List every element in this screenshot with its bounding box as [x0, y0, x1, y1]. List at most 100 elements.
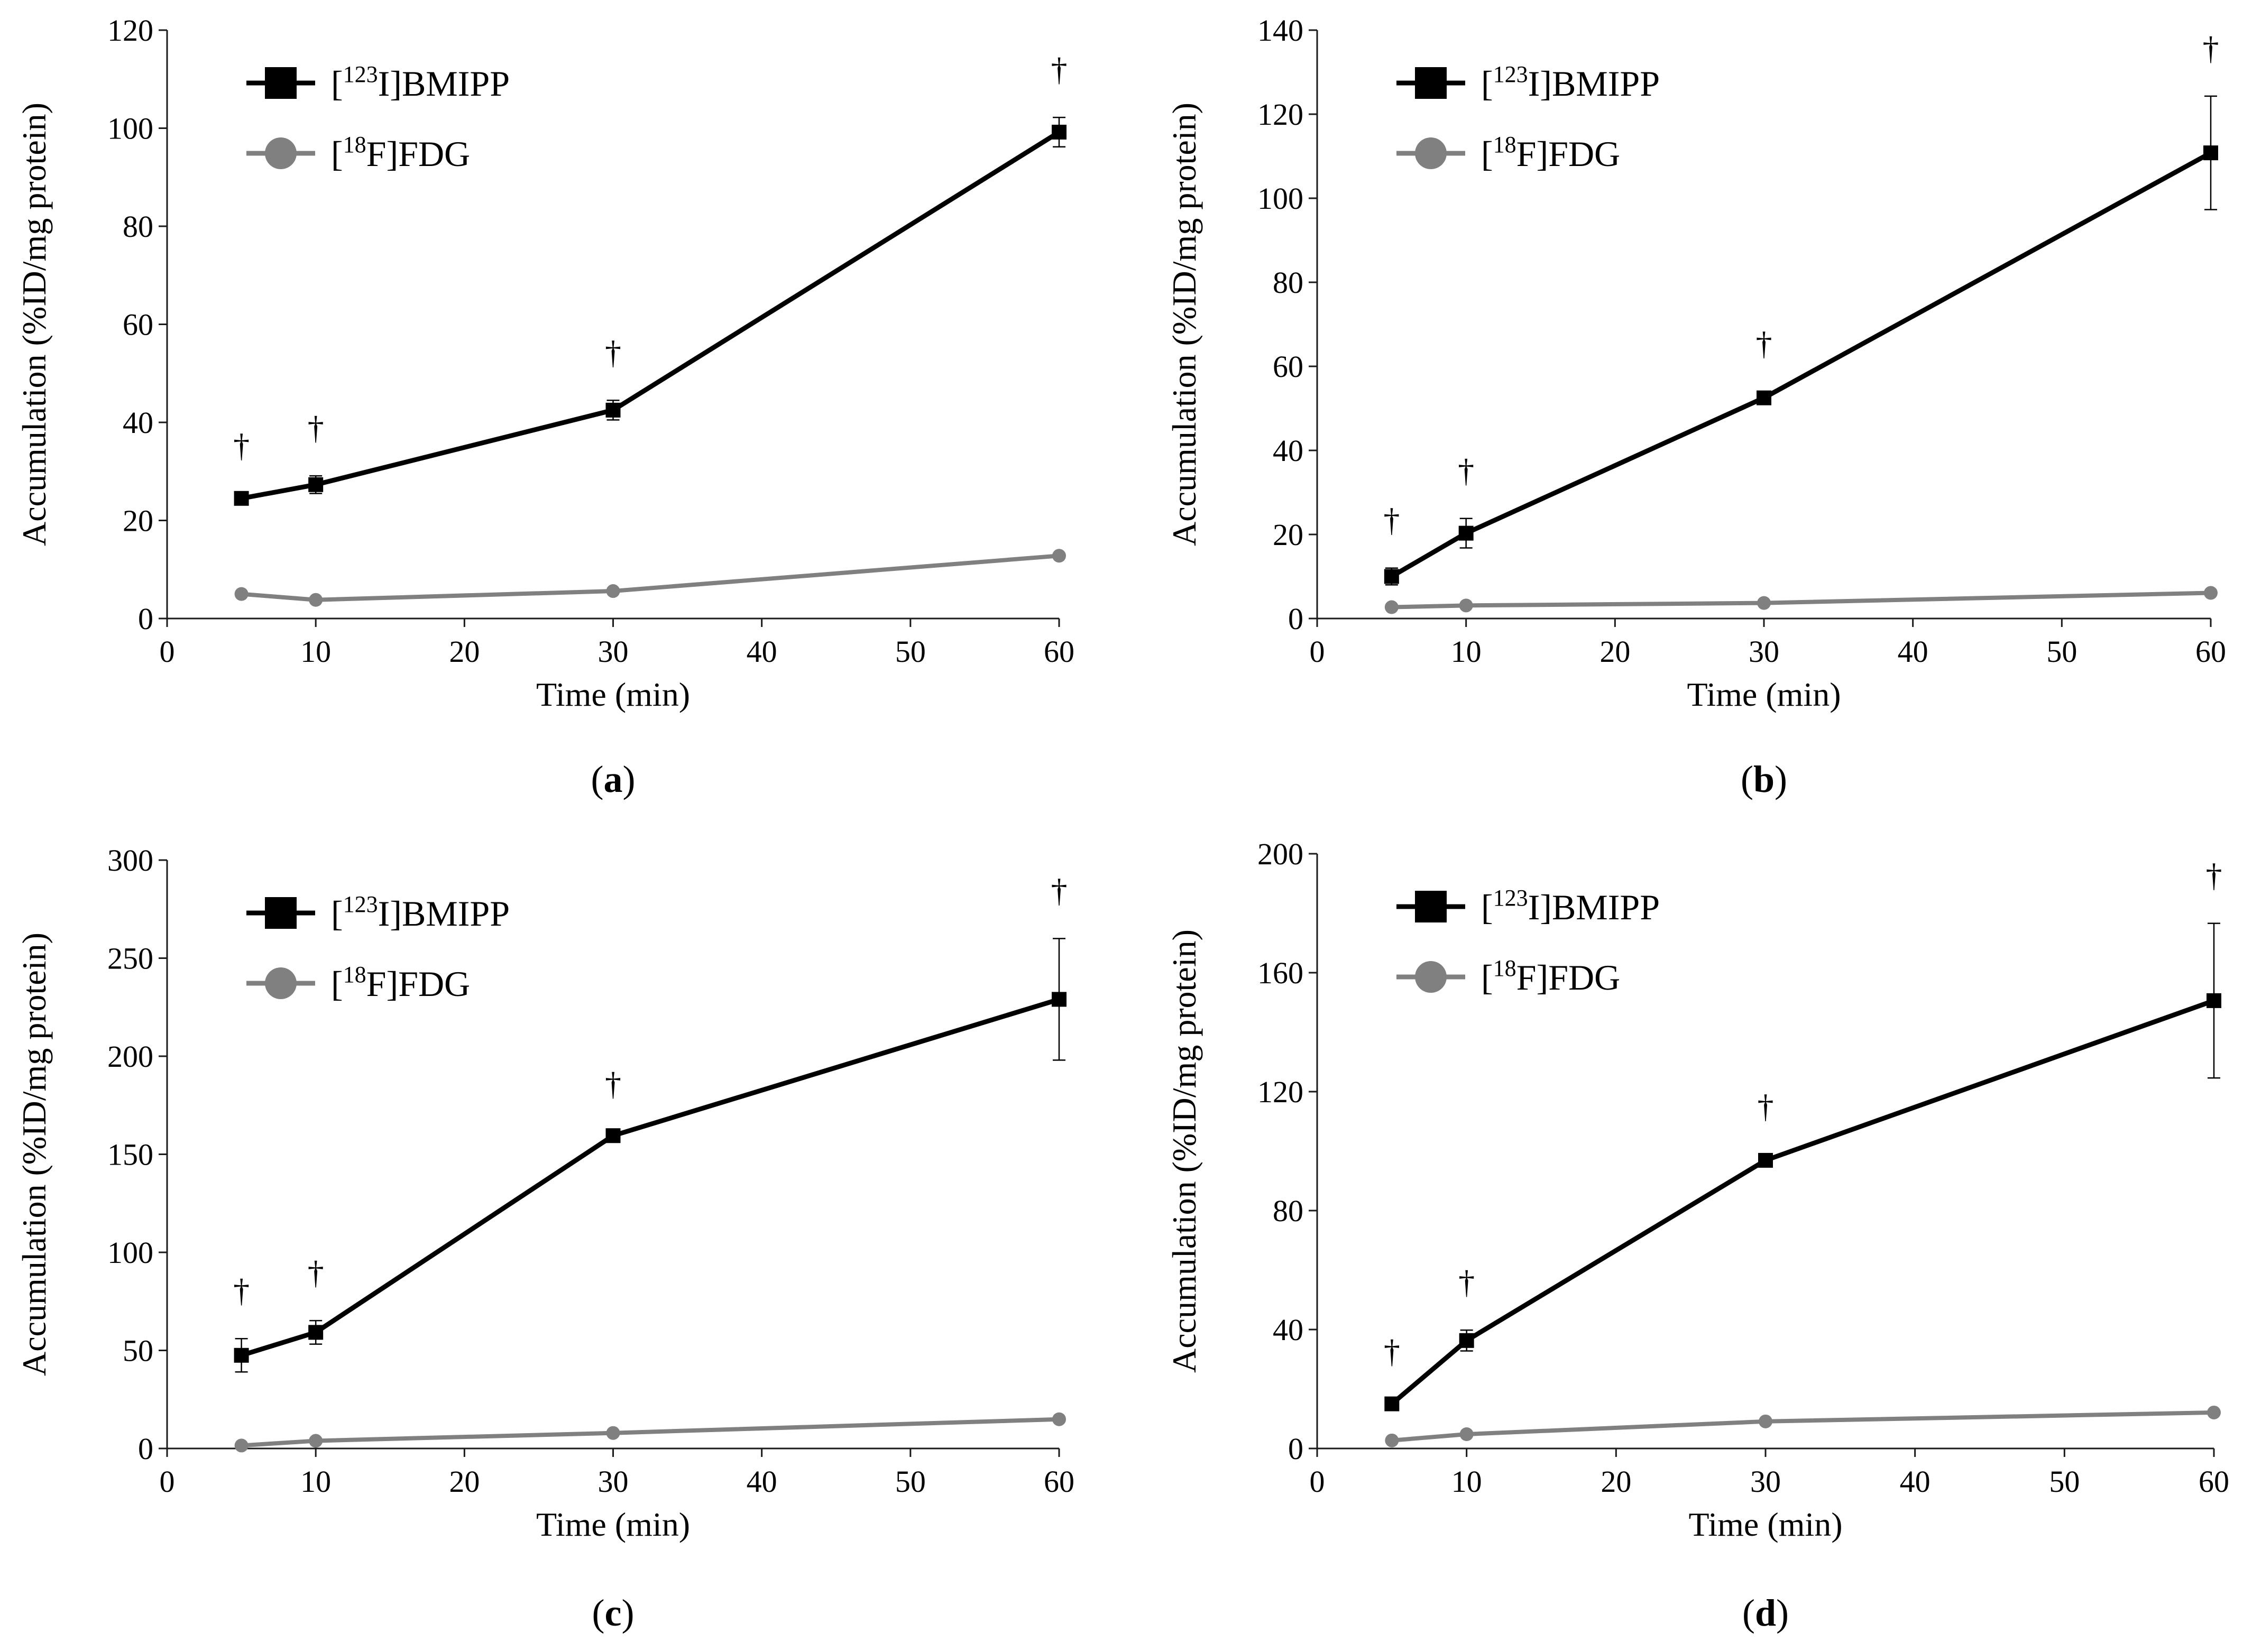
- series-line: [1390, 998, 2215, 1406]
- significance-dagger: †: [233, 1273, 250, 1309]
- y-tick-label: 60: [123, 308, 153, 342]
- legend-label: [123I]BMIPP: [1481, 61, 1660, 104]
- series-bmipp: [234, 938, 1067, 1373]
- series-line: [241, 553, 1060, 602]
- x-tick-label: 40: [747, 1464, 777, 1499]
- legend-label: [18F]FDG: [1481, 132, 1620, 174]
- y-tick-label: 80: [123, 209, 153, 244]
- y-tick-label: 60: [1273, 349, 1303, 384]
- series-bmipp: [234, 116, 1067, 506]
- legend-swatch-marker: [1415, 67, 1447, 99]
- significance-dagger: †: [308, 410, 324, 446]
- x-tick-label: 10: [300, 634, 331, 669]
- y-tick-label: 100: [107, 1235, 153, 1270]
- x-tick-label: 60: [2199, 1464, 2229, 1499]
- data-point: [234, 1348, 249, 1363]
- legend-item-fdg: [18F]FDG: [1396, 132, 1620, 174]
- legend-swatch-marker: [265, 67, 297, 99]
- legend-swatch-marker: [265, 137, 297, 169]
- significance-dagger: †: [1051, 873, 1068, 909]
- y-tick-label: 0: [1288, 602, 1303, 636]
- legend-item-fdg: [18F]FDG: [246, 132, 470, 174]
- panel-a: 0 20 40 60 80 100 120 0 10 20 30 40 50 60 Time (min) Ac…: [15, 13, 1074, 800]
- x-tick-label: 60: [1044, 634, 1074, 669]
- significance-dagger: †: [2203, 31, 2219, 67]
- panel-c: 0 50 100 150 200 250 300 0 10 20 30 40 50 60 Time (min…: [15, 843, 1074, 1634]
- significance-dagger: †: [2206, 858, 2222, 894]
- data-point: [234, 587, 249, 601]
- y-tick-label: 80: [1273, 1194, 1303, 1228]
- legend-item-bmipp: [123I]BMIPP: [1396, 61, 1660, 104]
- x-tick-label: 20: [1601, 1464, 1631, 1499]
- data-point: [605, 402, 621, 418]
- data-point: [1757, 390, 1771, 405]
- x-tick-label: 0: [1310, 1464, 1325, 1499]
- y-tick-label: 80: [1273, 265, 1303, 300]
- legend-label: [18F]FDG: [331, 132, 470, 174]
- data-point: [1052, 124, 1067, 140]
- data-point: [1384, 600, 1399, 614]
- y-tick-label: 300: [107, 843, 153, 878]
- y-tick-label: 120: [107, 13, 153, 48]
- x-tick-label: 50: [2049, 1464, 2080, 1499]
- x-tick-label: 0: [1310, 634, 1325, 669]
- y-tick-label: 40: [1273, 1313, 1303, 1347]
- y-tick-label: 120: [1257, 97, 1303, 132]
- y-axis-title: Accumulation (%ID/mg protein): [1165, 929, 1203, 1373]
- legend-item-bmipp: [123I]BMIPP: [246, 891, 510, 934]
- x-tick-label: 60: [2195, 634, 2226, 669]
- significance-dagger: †: [1458, 1265, 1475, 1300]
- data-point: [2204, 586, 2218, 600]
- x-tick-label: 20: [1599, 634, 1630, 669]
- series-line: [241, 997, 1060, 1358]
- y-tick-label: 0: [138, 602, 153, 636]
- panel-label: (b): [1741, 758, 1787, 800]
- x-axis-title: Time (min): [536, 1506, 690, 1543]
- data-point: [1758, 1152, 1773, 1168]
- legend-item-bmipp: [123I]BMIPP: [1396, 885, 1660, 927]
- legend-swatch-marker: [265, 897, 297, 929]
- significance-dagger: †: [1756, 326, 1772, 362]
- y-axis-title: Accumulation (%ID/mg protein): [15, 103, 53, 546]
- data-point: [234, 1438, 249, 1453]
- series-line: [1390, 151, 2212, 579]
- y-tick-label: 50: [123, 1334, 153, 1368]
- data-point: [1757, 596, 1771, 610]
- x-tick-label: 50: [2046, 634, 2077, 669]
- series-fdg: [234, 1412, 1066, 1453]
- legend-item-bmipp: [123I]BMIPP: [246, 61, 510, 104]
- y-tick-label: 200: [107, 1039, 153, 1074]
- x-tick-label: 50: [895, 634, 926, 669]
- x-tick-label: 50: [895, 1464, 926, 1499]
- y-axis-title: Accumulation (%ID/mg protein): [15, 933, 53, 1376]
- data-point: [1385, 1433, 1399, 1447]
- data-point: [1052, 992, 1067, 1007]
- data-point: [1459, 1427, 1474, 1441]
- legend-label: [123I]BMIPP: [1481, 885, 1660, 927]
- data-point: [1052, 1412, 1066, 1426]
- y-tick-label: 140: [1257, 13, 1303, 48]
- significance-dagger: †: [1051, 52, 1068, 88]
- legend-item-fdg: [18F]FDG: [1396, 955, 1620, 998]
- significance-dagger: †: [308, 1255, 324, 1291]
- y-tick-label: 40: [1273, 433, 1303, 468]
- data-point: [1052, 549, 1066, 563]
- data-point: [309, 593, 323, 607]
- legend-swatch-marker: [1415, 137, 1447, 169]
- data-point: [606, 584, 620, 598]
- series-fdg: [1384, 586, 2218, 614]
- significance-dagger: †: [605, 1066, 621, 1102]
- x-tick-label: 30: [1749, 634, 1779, 669]
- data-point: [308, 477, 324, 492]
- data-point: [1759, 1414, 1772, 1428]
- significance-dagger: †: [1458, 453, 1474, 489]
- x-axis-title: Time (min): [1689, 1506, 1843, 1543]
- series-bmipp: [1384, 922, 2221, 1411]
- y-tick-label: 100: [1257, 181, 1303, 216]
- series-line: [1392, 1410, 2214, 1443]
- x-tick-label: 30: [598, 634, 629, 669]
- x-tick-label: 20: [449, 634, 480, 669]
- data-point: [2203, 145, 2218, 161]
- data-point: [1384, 569, 1399, 584]
